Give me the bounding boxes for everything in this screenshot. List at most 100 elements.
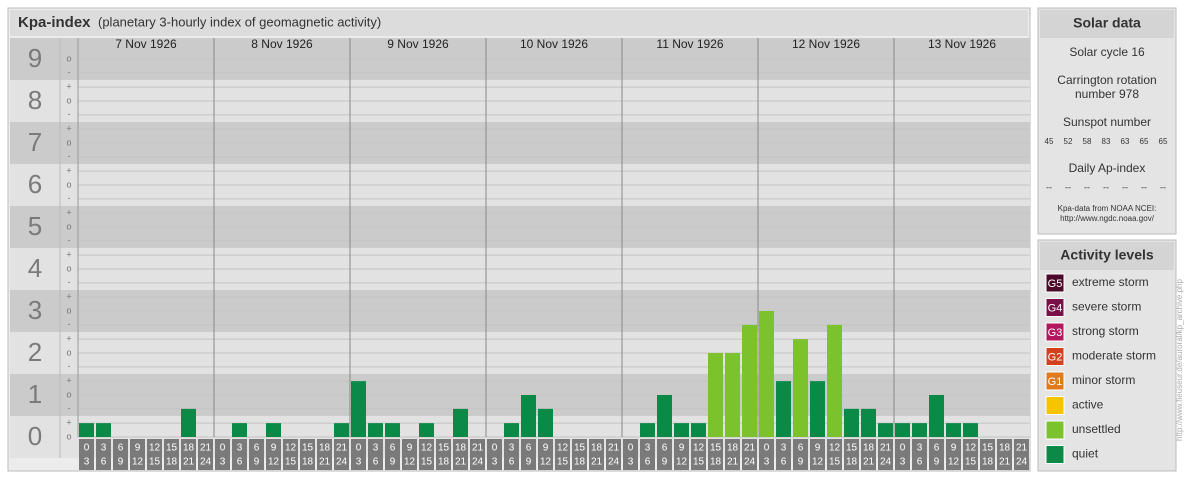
time-start: 9 bbox=[271, 443, 277, 454]
bar bbox=[453, 408, 468, 437]
time-end: 9 bbox=[118, 457, 124, 468]
time-end: 12 bbox=[132, 457, 144, 468]
time-box bbox=[844, 439, 859, 470]
bar bbox=[776, 381, 791, 437]
time-start: 3 bbox=[101, 443, 107, 454]
time-start: 0 bbox=[628, 443, 634, 454]
time-end: 24 bbox=[200, 457, 212, 468]
y-tick-label: 4 bbox=[28, 253, 42, 283]
time-box bbox=[113, 439, 128, 470]
sunspot-number: 45 bbox=[1045, 137, 1054, 146]
bar bbox=[725, 353, 740, 437]
time-box bbox=[895, 439, 910, 470]
time-end: 3 bbox=[764, 457, 770, 468]
time-box bbox=[963, 439, 978, 470]
time-start: 12 bbox=[421, 443, 433, 454]
ap-value: -- bbox=[1122, 182, 1128, 192]
time-box bbox=[1014, 439, 1029, 470]
minor-tick-label: o bbox=[66, 53, 71, 63]
time-start: 3 bbox=[645, 443, 651, 454]
bar bbox=[368, 423, 383, 437]
time-box bbox=[793, 439, 808, 470]
time-box bbox=[878, 439, 893, 470]
time-box bbox=[164, 439, 179, 470]
time-box bbox=[351, 439, 366, 470]
time-start: 21 bbox=[880, 443, 892, 454]
time-start: 12 bbox=[557, 443, 569, 454]
time-start: 15 bbox=[846, 443, 858, 454]
bar bbox=[963, 423, 978, 437]
ap-value: -- bbox=[1046, 182, 1052, 192]
time-start: 6 bbox=[118, 443, 124, 454]
time-start: 12 bbox=[829, 443, 841, 454]
minor-tick-label: + bbox=[66, 376, 71, 386]
bar bbox=[708, 353, 723, 437]
time-start: 3 bbox=[237, 443, 243, 454]
time-box bbox=[572, 439, 587, 470]
sunspot-number: 65 bbox=[1140, 137, 1149, 146]
level-label: severe storm bbox=[1072, 300, 1141, 314]
time-box bbox=[810, 439, 825, 470]
time-box bbox=[470, 439, 485, 470]
time-end: 18 bbox=[846, 457, 858, 468]
y-tick-label: 2 bbox=[28, 337, 42, 367]
time-end: 12 bbox=[540, 457, 552, 468]
minor-tick-label: o bbox=[66, 221, 71, 231]
carrington: Carrington rotation bbox=[1057, 73, 1156, 87]
level-label: strong storm bbox=[1072, 324, 1139, 338]
time-start: 0 bbox=[492, 443, 498, 454]
bar bbox=[79, 423, 94, 437]
minor-tick-label: o bbox=[66, 263, 71, 273]
time-box bbox=[232, 439, 247, 470]
time-box bbox=[606, 439, 621, 470]
time-end: 21 bbox=[183, 457, 195, 468]
day-label: 13 Nov 1926 bbox=[928, 37, 996, 51]
y-tick-label: 9 bbox=[28, 43, 42, 73]
time-start: 21 bbox=[744, 443, 756, 454]
minor-tick-label: - bbox=[68, 151, 71, 161]
bar bbox=[334, 423, 349, 437]
time-end: 6 bbox=[781, 457, 787, 468]
time-box bbox=[623, 439, 638, 470]
time-end: 9 bbox=[390, 457, 396, 468]
time-start: 6 bbox=[798, 443, 804, 454]
time-end: 6 bbox=[645, 457, 651, 468]
y-tick-label: 7 bbox=[28, 127, 42, 157]
bar bbox=[674, 423, 689, 437]
time-box bbox=[300, 439, 315, 470]
time-start: 6 bbox=[254, 443, 260, 454]
time-start: 9 bbox=[951, 443, 957, 454]
time-end: 18 bbox=[166, 457, 178, 468]
time-end: 24 bbox=[608, 457, 620, 468]
minor-tick-label: - bbox=[68, 67, 71, 77]
time-start: 21 bbox=[1016, 443, 1028, 454]
time-end: 24 bbox=[1016, 457, 1028, 468]
solar-panel bbox=[1037, 7, 1177, 235]
time-end: 18 bbox=[574, 457, 586, 468]
side-url: http://www.fieuseur.de/auroral/kp_archiv… bbox=[1175, 279, 1184, 441]
level-code: G3 bbox=[1048, 327, 1063, 339]
minor-tick-label: - bbox=[68, 319, 71, 329]
time-end: 15 bbox=[149, 457, 161, 468]
bar bbox=[929, 395, 944, 437]
time-start: 0 bbox=[764, 443, 770, 454]
time-end: 3 bbox=[356, 457, 362, 468]
sunspot-label: Sunspot number bbox=[1063, 115, 1151, 129]
time-end: 15 bbox=[965, 457, 977, 468]
time-start: 15 bbox=[302, 443, 314, 454]
minor-tick-label: + bbox=[66, 292, 71, 302]
time-box bbox=[266, 439, 281, 470]
bar bbox=[742, 324, 757, 437]
level-code: G2 bbox=[1048, 351, 1063, 363]
level-code: G5 bbox=[1048, 278, 1063, 290]
time-start: 6 bbox=[390, 443, 396, 454]
levels-title: Activity levels bbox=[1060, 247, 1154, 263]
subtitle: (planetary 3-hourly index of geomagnetic… bbox=[98, 14, 381, 29]
sunspot-number: 65 bbox=[1159, 137, 1168, 146]
time-box bbox=[385, 439, 400, 470]
time-box bbox=[283, 439, 298, 470]
time-start: 18 bbox=[455, 443, 467, 454]
minor-tick-label: o bbox=[66, 305, 71, 315]
level-label: unsettled bbox=[1072, 422, 1121, 436]
